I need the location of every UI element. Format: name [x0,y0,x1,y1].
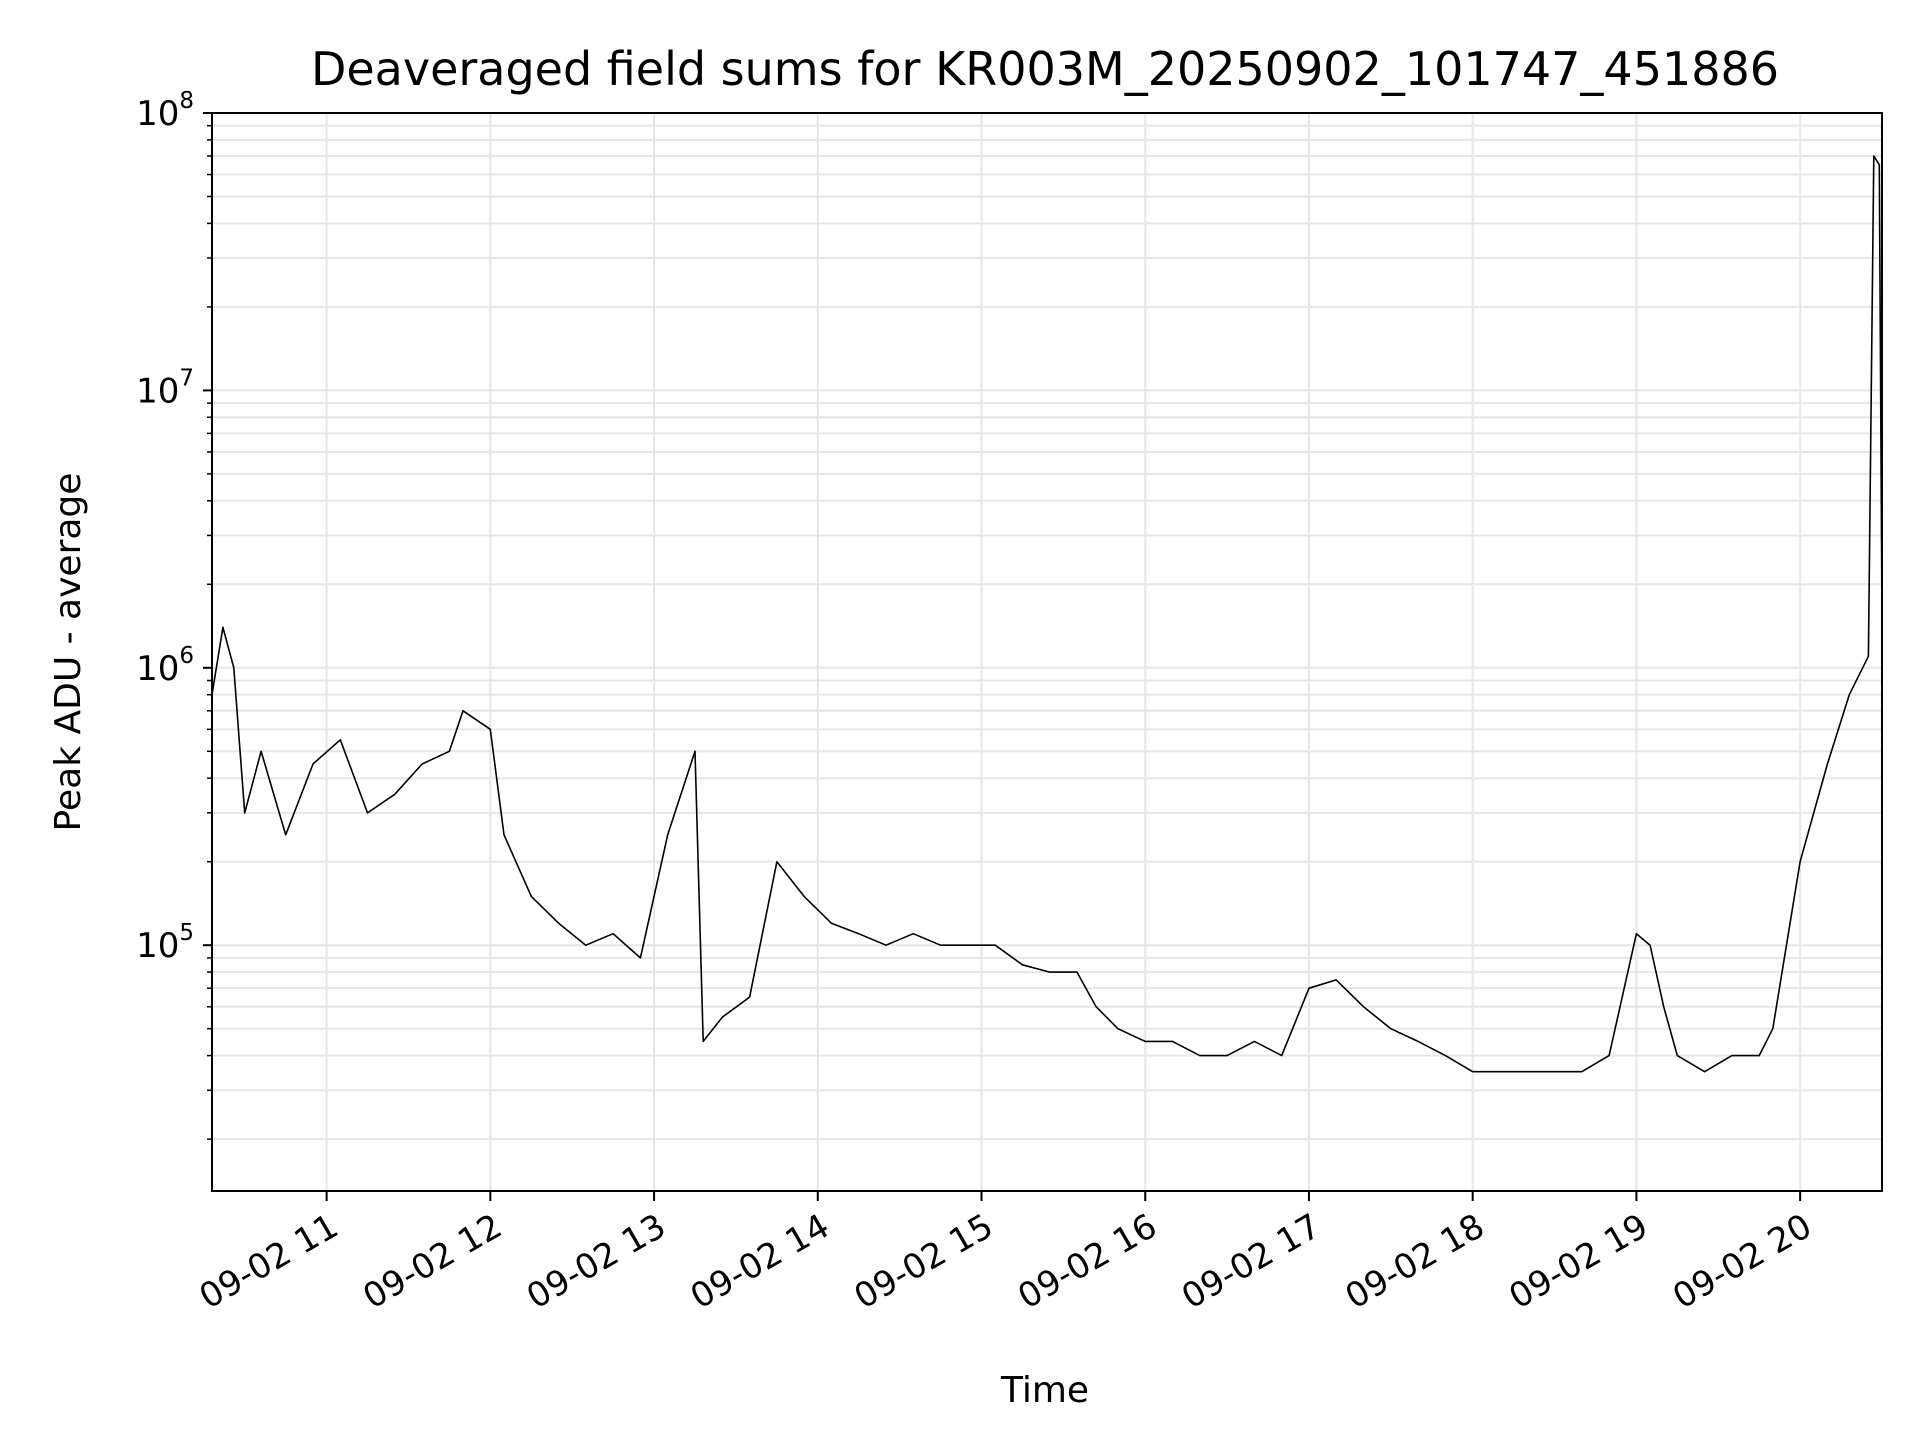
y-tick-label: 108 [136,88,194,134]
y-tick-label: 106 [136,643,194,689]
y-axis-label: Peak ADU - average [48,473,89,832]
series-line [211,155,1883,1073]
y-tick-label: 105 [136,920,194,966]
y-tick-label: 107 [136,365,194,411]
chart-title: Deaveraged field sums for KR003M_2025090… [311,42,1779,96]
plot-frame [211,112,1883,1192]
y-axis-ticks: 105 106 107 108 [136,88,212,1140]
series-layer [211,155,1883,1073]
x-axis-label: Time [1000,1370,1089,1411]
